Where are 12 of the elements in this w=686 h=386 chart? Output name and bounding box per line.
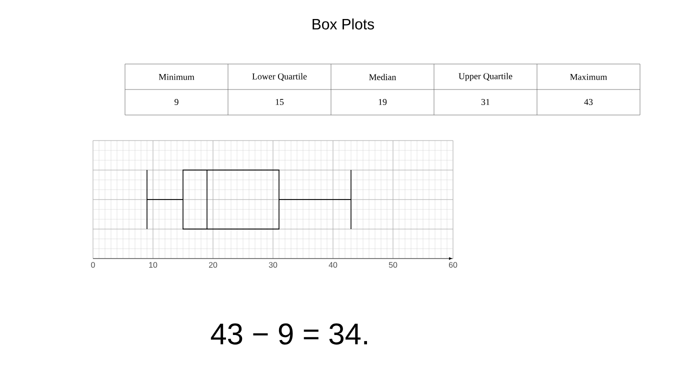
text: Upper Quartile: [458, 72, 512, 82]
text: Minimum: [158, 74, 194, 80]
text: Lower Quartile: [252, 73, 307, 81]
text: 43 − 9 = 34.: [210, 323, 368, 345]
text: Maximum: [570, 74, 608, 80]
text: 31: [481, 98, 490, 106]
text: 43: [584, 98, 593, 106]
chart-title: Box Plots: [312, 18, 374, 30]
text: 15: [276, 98, 284, 106]
text: 9: [174, 98, 178, 106]
text: 19: [378, 98, 387, 106]
text: Median: [369, 74, 396, 80]
